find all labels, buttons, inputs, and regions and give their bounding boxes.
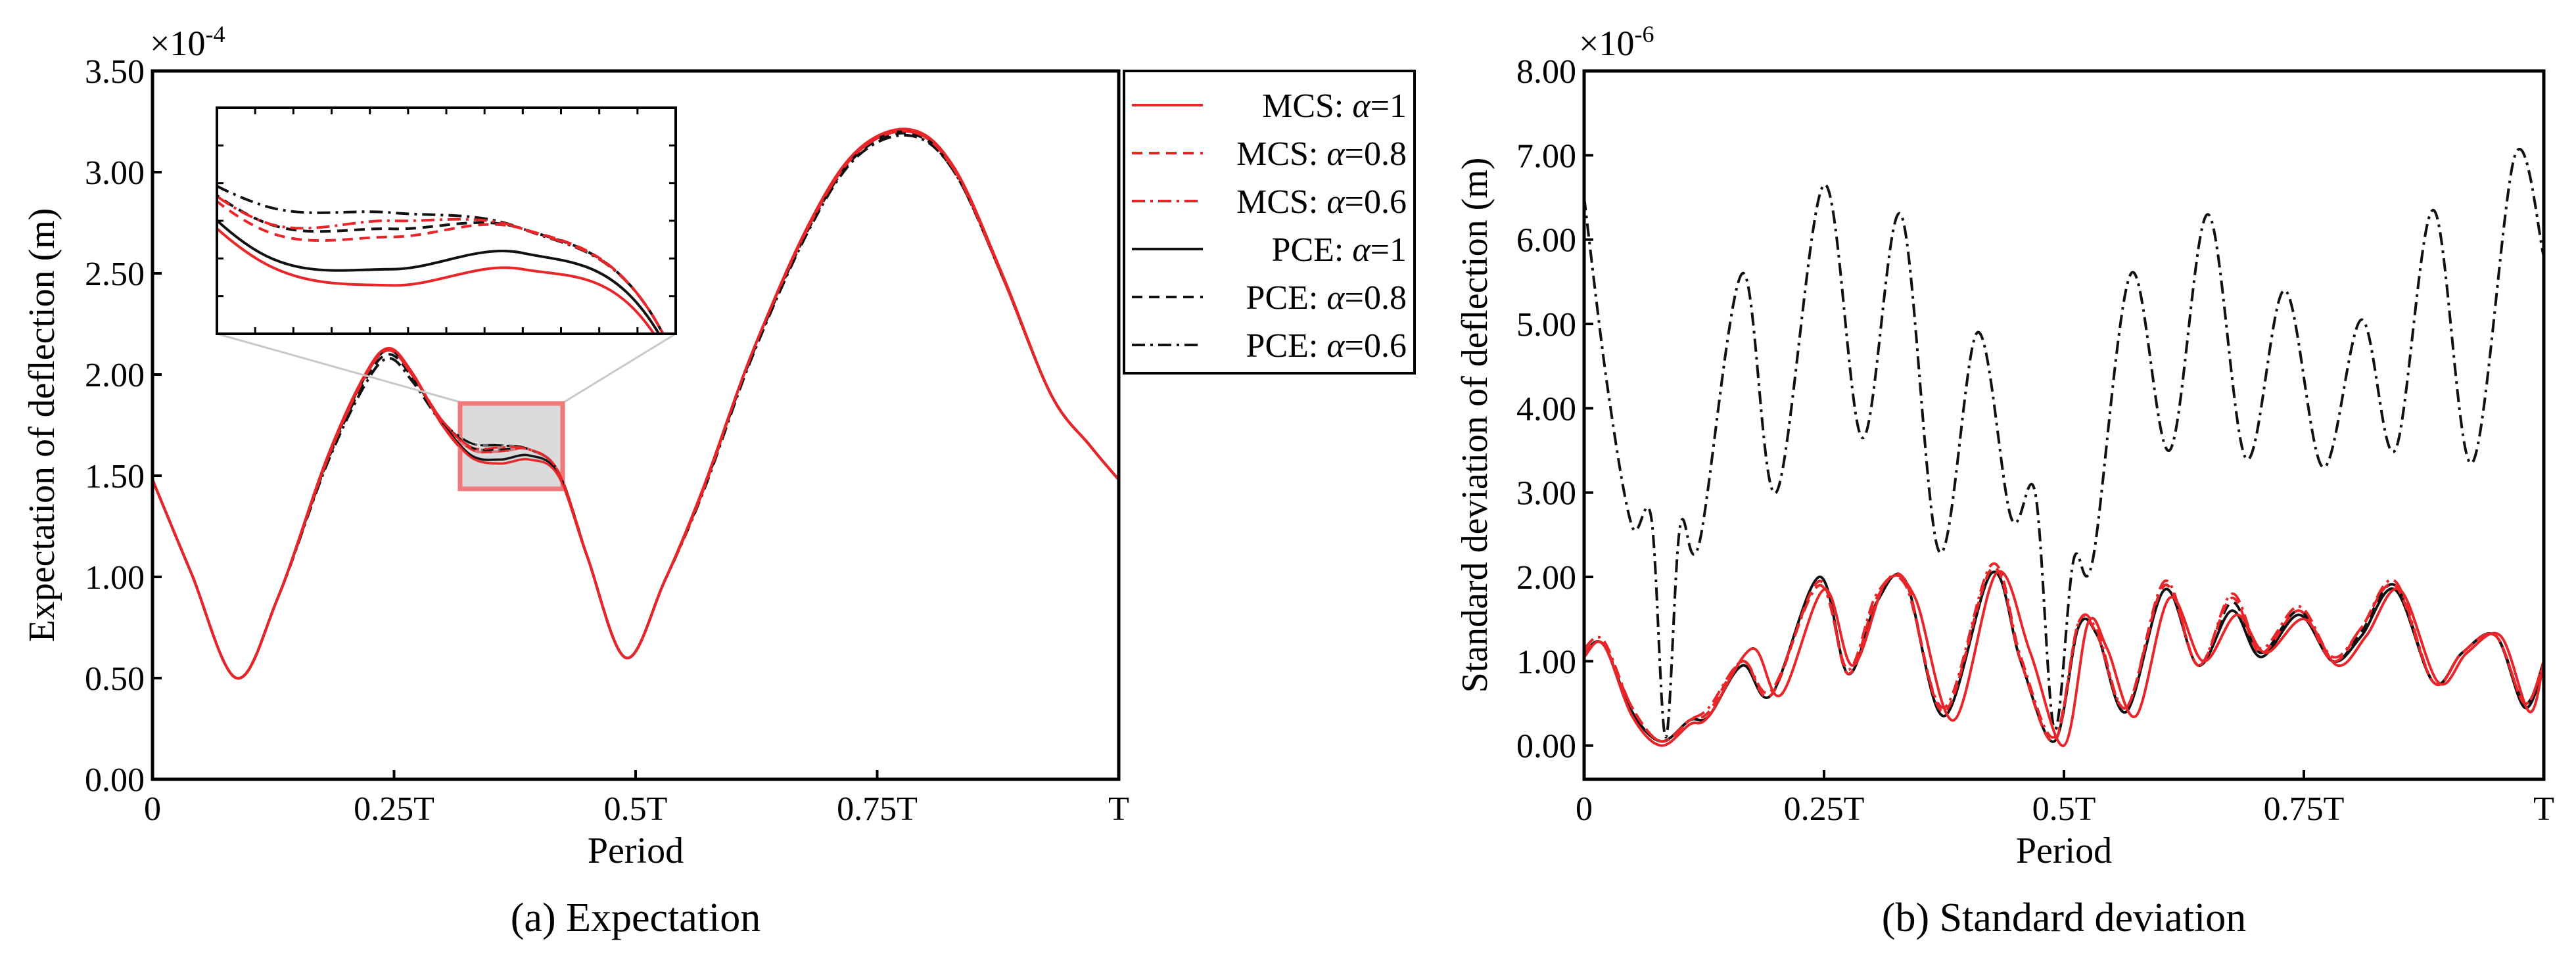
panel-b-x-tick-label: T — [2533, 790, 2554, 828]
panel-a-y-tick-label: 3.00 — [85, 154, 145, 192]
panel-b-series — [1583, 147, 2545, 747]
panel-a-x-tick-label: 0.25T — [354, 790, 434, 828]
panel-a-y-tick-label: 3.50 — [85, 53, 145, 91]
panel-a-axes-frame — [151, 69, 1121, 781]
panel-b-y-tick-label: 5.00 — [1516, 306, 1576, 344]
legend-entry: PCE: α=0.8 — [1246, 279, 1407, 317]
panel-b-x-tick-label: 0.75T — [2264, 790, 2345, 828]
inset-series — [217, 184, 665, 334]
panel-a-y-tick-label: 2.00 — [85, 357, 145, 394]
panel-a-x-tick-label: 0.5T — [604, 790, 668, 828]
panel-b-x-tick-label: 0.5T — [2032, 790, 2096, 828]
panel-a-caption: (a) Expectation — [511, 896, 761, 940]
panel-b-caption: (b) Standard deviation — [1882, 896, 2246, 940]
panel-b-y-tick-label: 6.00 — [1516, 222, 1576, 260]
panel-a-x-tick-label: T — [1108, 790, 1129, 828]
panel-b-y-tick-label: 0.00 — [1516, 728, 1576, 765]
panel-b-ticks: 0 0.25T 0.5T 0.75T T 0.00 1.00 2.00 3.00 4.00 5.00… — [1516, 53, 2554, 828]
inset-connector-right — [563, 332, 676, 403]
legend-entry: PCE: α=1 — [1272, 231, 1407, 269]
panel-b-x-axis-label: Period — [2016, 831, 2112, 871]
panel-b-x-tick-label: 0 — [1576, 790, 1593, 828]
panel-a-y-axis-label: Expectation of deflection (m) — [22, 208, 62, 643]
panel-b-y-tick-label: 4.00 — [1516, 390, 1576, 428]
inset-series-line — [217, 194, 665, 334]
panel-a-y-tick-label: 0.00 — [85, 762, 145, 799]
panel-b-series-line — [1583, 562, 2545, 743]
panel-a-series — [151, 127, 1120, 680]
panel-a-y-multiplier: ×10-4 — [150, 21, 225, 63]
panel-b-series-line — [1583, 147, 2545, 739]
panel-b-series-line — [1583, 570, 2545, 743]
panel-a-y-tick-label: 0.50 — [85, 660, 145, 698]
panel-b-y-tick-label: 1.00 — [1516, 643, 1576, 681]
panel-b-y-tick-label: 7.00 — [1516, 137, 1576, 175]
panel-a-x-axis-label: Period — [588, 831, 684, 871]
zoom-region-curves — [441, 420, 588, 557]
zoom-region-curve — [441, 424, 588, 557]
inset-connector-left — [216, 332, 461, 403]
inset-series-line — [217, 218, 661, 334]
panel-a-series-line — [151, 127, 1120, 680]
panel-b-y-tick-label: 2.00 — [1516, 559, 1576, 597]
legend-entry: MCS: α=0.8 — [1236, 135, 1407, 173]
inset-background — [217, 108, 676, 334]
panel-a: 0 0.25T 0.5T 0.75T T 0.00 0.50 1.00 1.50 2.00 2.50… — [22, 21, 1416, 940]
panel-a-y-tick-label: 1.00 — [85, 559, 145, 597]
panel-b: 0 0.25T 0.5T 0.75T T 0.00 1.00 2.00 3.00 4.00 5.00… — [1455, 21, 2554, 940]
panel-b-y-tick-label: 3.00 — [1516, 475, 1576, 513]
zoom-region-curve — [441, 420, 588, 557]
panel-a-x-tick-label: 0 — [144, 790, 161, 828]
panel-b-series-line — [1583, 566, 2545, 743]
panel-b-y-axis-label: Standard deviation of deflection (m) — [1455, 158, 1495, 693]
panel-a-y-tick-label: 1.50 — [85, 458, 145, 495]
panel-a-y-tick-label: 2.50 — [85, 256, 145, 293]
inset-series-line — [217, 227, 656, 334]
panel-b-series-line — [1583, 570, 2545, 747]
panel-b-y-tick-label: 8.00 — [1516, 53, 1576, 91]
panel-b-x-tick-label: 0.25T — [1784, 790, 1865, 828]
panel-b-axes-frame — [1582, 69, 2546, 781]
panel-b-y-multiplier: ×10-6 — [1579, 21, 1654, 63]
inset-frame — [216, 106, 677, 335]
panel-a-ticks: 0 0.25T 0.5T 0.75T T 0.00 0.50 1.00 1.50 2.00 2.50… — [85, 53, 1129, 828]
legend: MCS: α=1 MCS: α=0.8 MCS: α=0.6 PCE: α=1 PCE:… — [1132, 87, 1407, 365]
legend-box — [1123, 70, 1416, 375]
panel-a-x-tick-label: 0.75T — [837, 790, 918, 828]
legend-entry: PCE: α=0.6 — [1246, 327, 1407, 365]
legend-entry: MCS: α=1 — [1262, 87, 1407, 125]
legend-entry: MCS: α=0.6 — [1236, 183, 1407, 221]
